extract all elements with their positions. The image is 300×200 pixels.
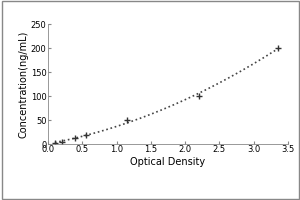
Y-axis label: Concentration(ng/mL): Concentration(ng/mL) <box>18 30 28 138</box>
X-axis label: Optical Density: Optical Density <box>130 157 206 167</box>
